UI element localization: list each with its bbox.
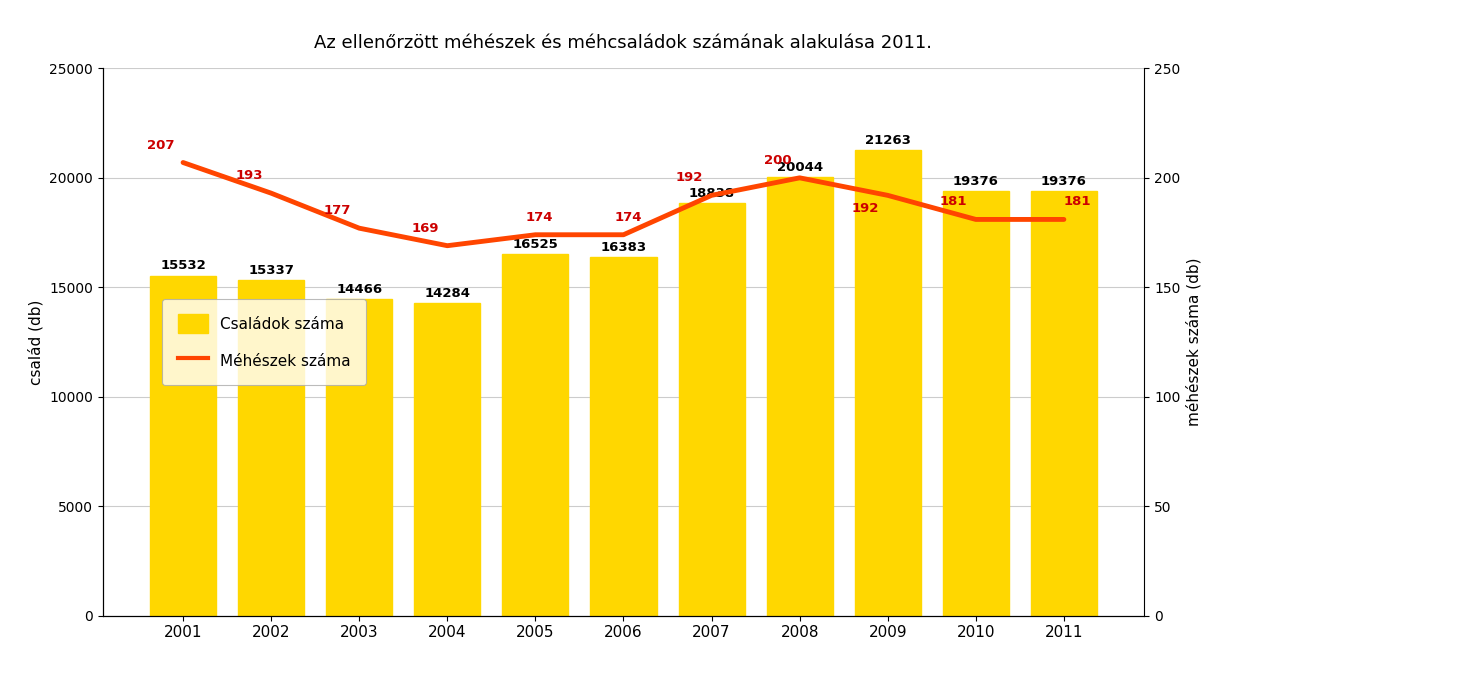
Méhészek száma (967, 215, 984, 224)
Bar (238, 280, 304, 616)
Méhészek száma (263, 189, 280, 197)
Text: 192: 192 (676, 172, 703, 185)
Text: 14466: 14466 (336, 282, 383, 295)
Bar (943, 192, 1009, 616)
Text: 20044: 20044 (776, 161, 823, 174)
Bar (590, 257, 657, 616)
Text: 200: 200 (764, 154, 791, 167)
Y-axis label: család (db): család (db) (28, 300, 44, 384)
Text: 181: 181 (1064, 196, 1091, 209)
Text: 15337: 15337 (248, 263, 293, 276)
Text: 19376: 19376 (1042, 175, 1087, 188)
Text: 15532: 15532 (160, 259, 205, 272)
Text: 21263: 21263 (864, 134, 911, 147)
Text: 14284: 14284 (424, 287, 471, 300)
Bar (679, 203, 745, 616)
Méhészek száma (527, 231, 544, 239)
Text: 181: 181 (940, 196, 968, 209)
Text: 169: 169 (412, 222, 439, 235)
Méhészek száma (791, 174, 808, 182)
Text: 177: 177 (324, 205, 351, 218)
Y-axis label: méhészek száma (db): méhészek száma (db) (1185, 258, 1201, 426)
Bar (502, 254, 568, 616)
Text: 16383: 16383 (600, 241, 647, 254)
Text: 174: 174 (615, 211, 641, 224)
Text: 18838: 18838 (688, 187, 735, 200)
Méhészek száma (703, 192, 720, 200)
Bar (150, 276, 216, 616)
Méhészek száma (351, 224, 368, 233)
Bar (1031, 192, 1097, 616)
Line: Méhészek száma: Méhészek száma (183, 163, 1064, 246)
Méhészek száma (879, 192, 896, 200)
Bar (855, 150, 921, 616)
Text: 19376: 19376 (954, 175, 999, 188)
Legend: Családok száma, Méhészek száma: Családok száma, Méhészek száma (163, 299, 367, 385)
Méhészek száma (615, 231, 632, 239)
Méhészek száma (439, 241, 456, 250)
Text: 192: 192 (852, 202, 879, 215)
Bar (767, 177, 833, 616)
Méhészek száma (1055, 215, 1072, 224)
Text: 193: 193 (235, 169, 263, 182)
Méhészek száma (175, 159, 192, 167)
Text: 207: 207 (147, 139, 175, 152)
Text: 16525: 16525 (512, 237, 559, 250)
Bar (326, 299, 392, 616)
Title: Az ellenőrzött méhészek és méhcsaládok számának alakulása 2011.: Az ellenőrzött méhészek és méhcsaládok s… (314, 34, 933, 51)
Bar (414, 303, 480, 616)
Text: 174: 174 (527, 211, 553, 224)
